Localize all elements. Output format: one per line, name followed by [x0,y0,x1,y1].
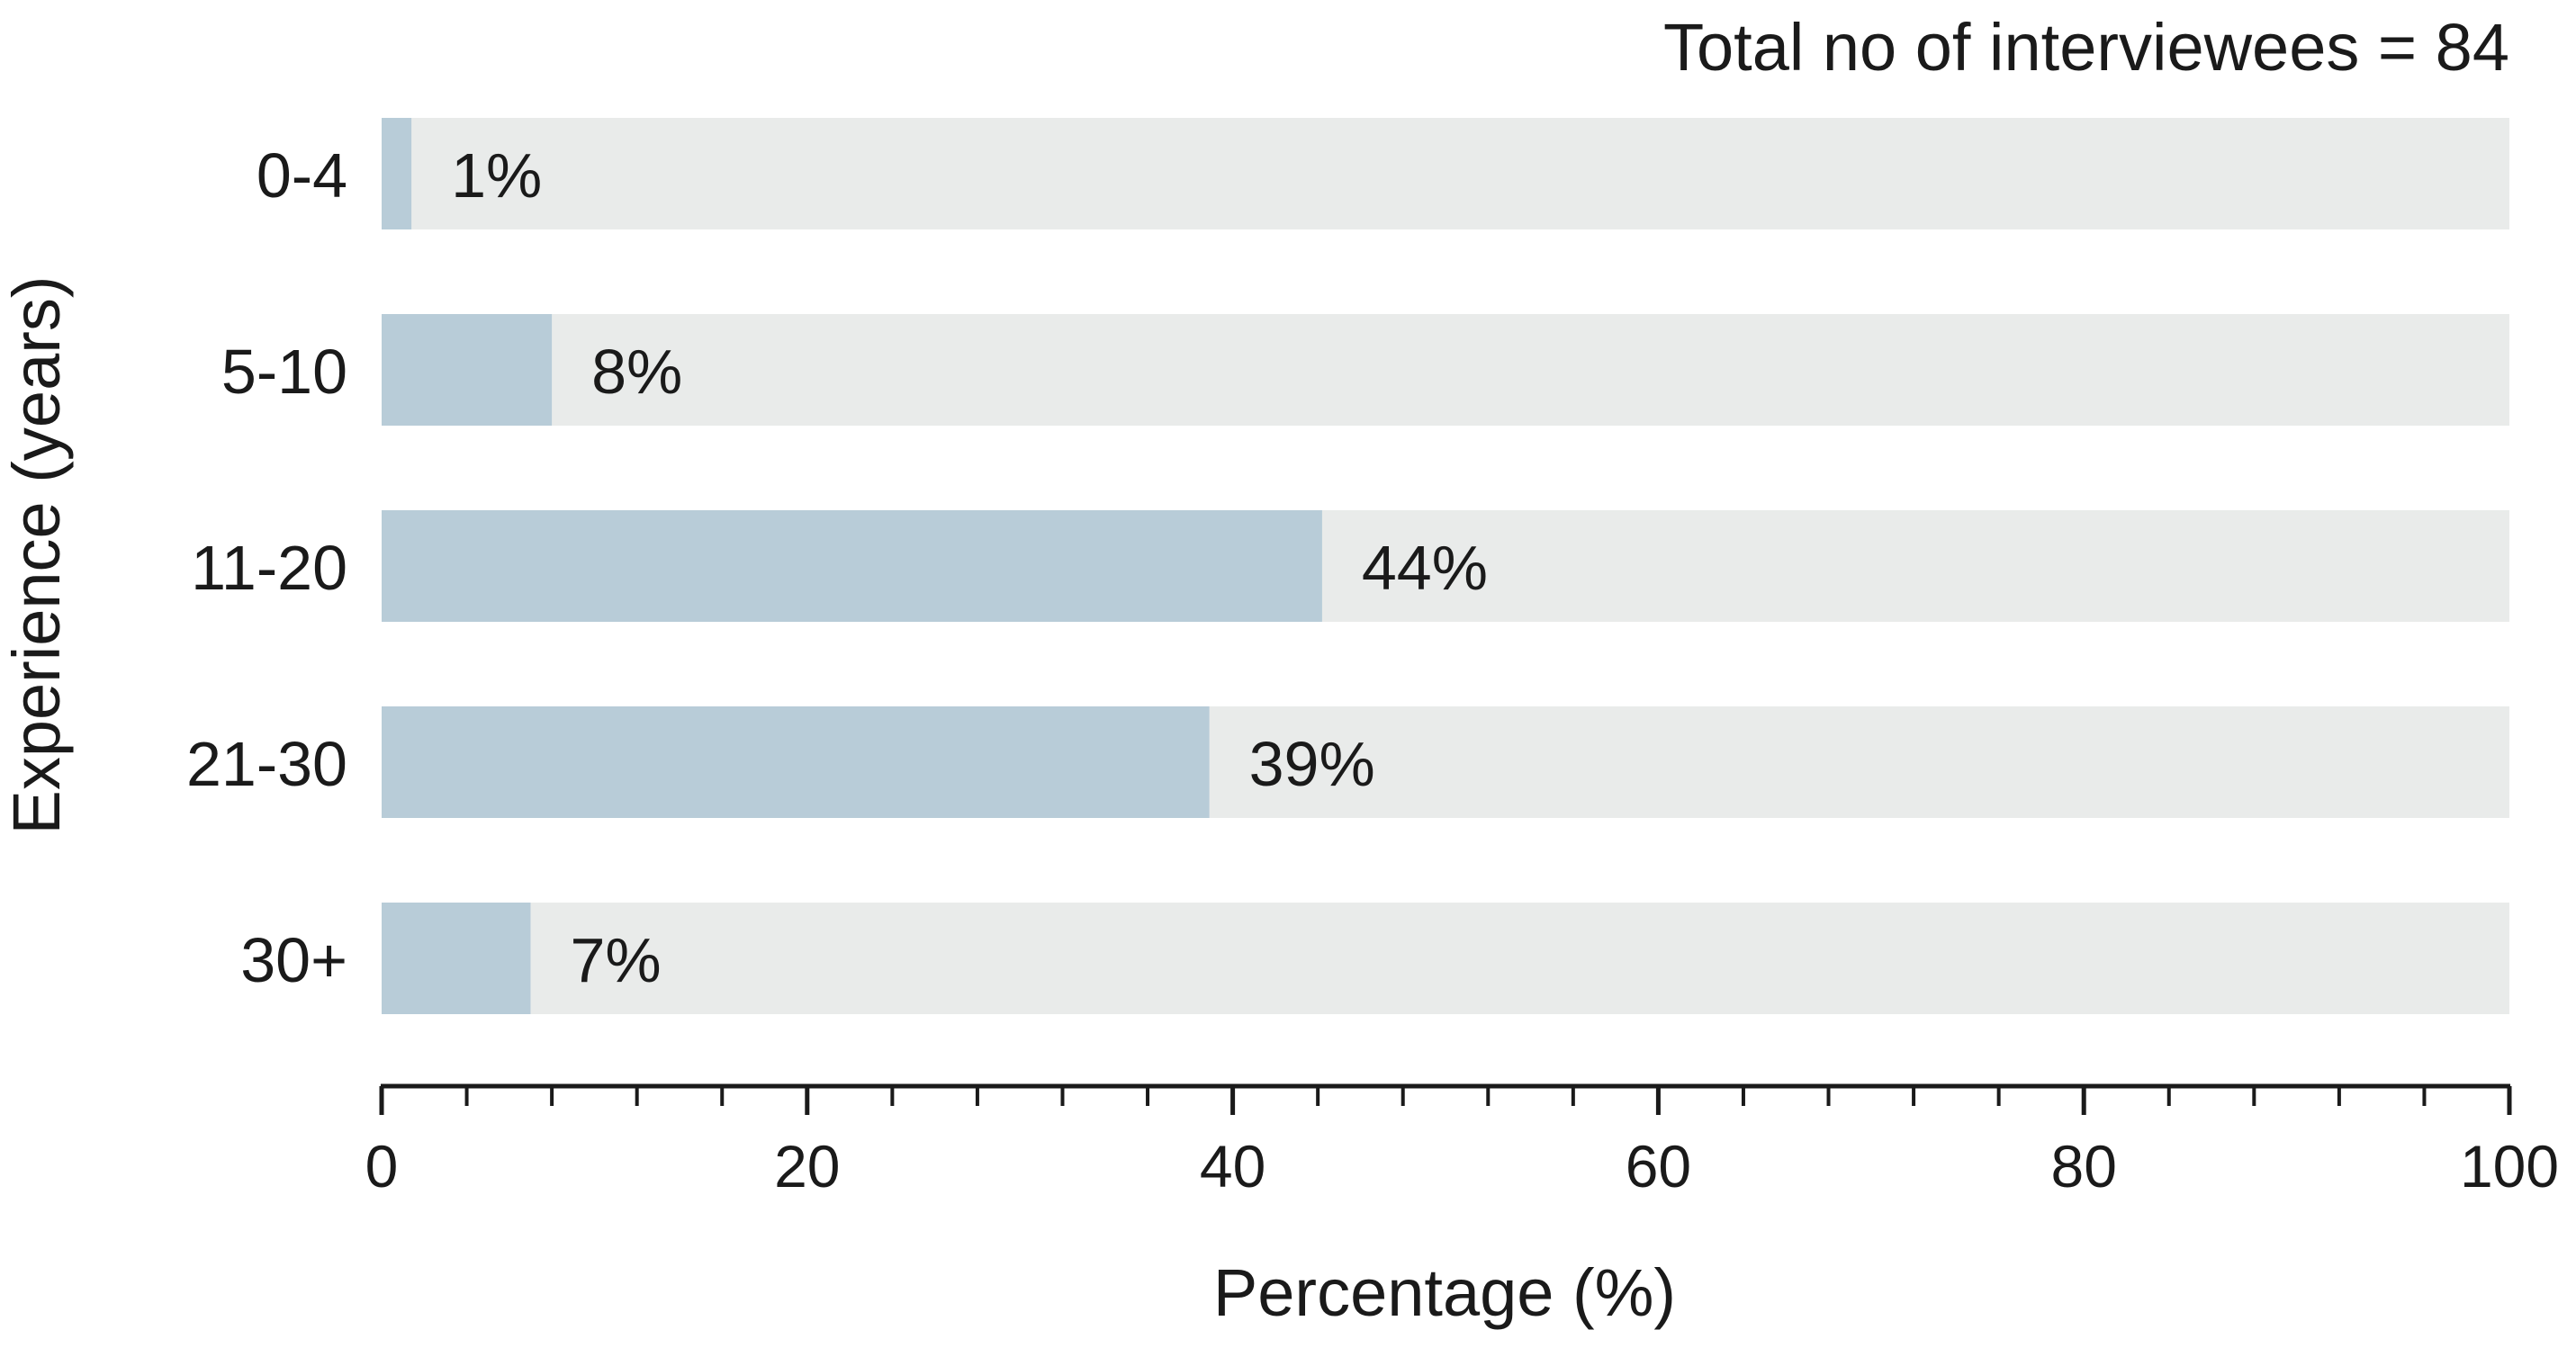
data-label: 8% [591,337,682,407]
bar [382,903,531,1014]
data-label: 44% [1362,533,1488,603]
x-tick-label: 80 [2050,1133,2116,1200]
bar-track [382,903,2509,1014]
x-tick-label: 100 [2460,1133,2559,1200]
bar-group-0-4: 0-4 1% [257,118,2509,229]
category-label: 21-30 [186,729,347,799]
category-label: 30+ [240,925,347,995]
bar [382,706,1210,818]
bar-group-11-20: 11-20 44% [191,510,2509,622]
bar [382,314,553,426]
x-axis-label: Percentage (%) [1213,1255,1676,1330]
chart-annotation: Total no of interviewees = 84 [1663,10,2509,85]
category-label: 5-10 [221,337,347,407]
bar [382,118,412,229]
data-label: 39% [1249,729,1375,799]
x-tick-label: 60 [1626,1133,1691,1200]
bar-group-21-30: 21-30 39% [186,706,2509,818]
x-tick-label: 20 [774,1133,840,1200]
bar-track [382,118,2509,229]
bar-track [382,314,2509,426]
bar [382,510,1322,622]
bars-layer: 0-4 1% 5-10 8% 11-20 44% 21-30 39% 30+ 7% [186,118,2509,1014]
x-axis: 0 20 40 60 80 100 [365,1083,2559,1200]
x-tick-label: 40 [1200,1133,1265,1200]
bar-group-5-10: 5-10 8% [221,314,2509,426]
category-label: 0-4 [257,140,347,211]
data-label: 7% [570,925,661,995]
category-label: 11-20 [191,533,347,603]
bar-group-30+: 30+ 7% [240,903,2509,1014]
x-tick-label: 0 [365,1133,399,1200]
y-axis-label: Experience (years) [0,275,74,834]
data-label: 1% [451,140,542,211]
